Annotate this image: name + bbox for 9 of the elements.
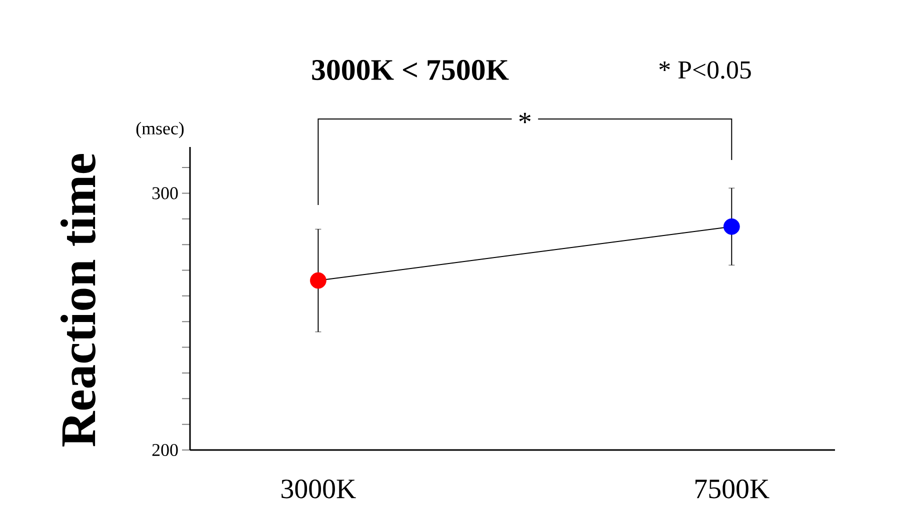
text: * P<0.05 [659,61,751,79]
y-tick-label: 300 [152,187,178,200]
y-tick-label: 200 [152,444,178,456]
chart-title: 3000K < 7500K [312,60,509,80]
text: (msec) [136,122,184,138]
y-axis-title: Reaction time [60,154,96,446]
text: * [519,112,531,124]
x-tick-label: 3000K [282,480,356,498]
x-tick-label: 7500K [696,480,770,498]
